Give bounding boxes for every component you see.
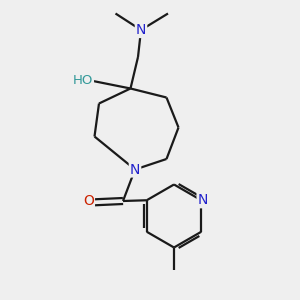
Text: N: N	[130, 163, 140, 176]
Text: N: N	[136, 23, 146, 37]
Text: O: O	[83, 194, 94, 208]
Text: N: N	[198, 193, 208, 207]
Text: HO: HO	[73, 74, 93, 88]
